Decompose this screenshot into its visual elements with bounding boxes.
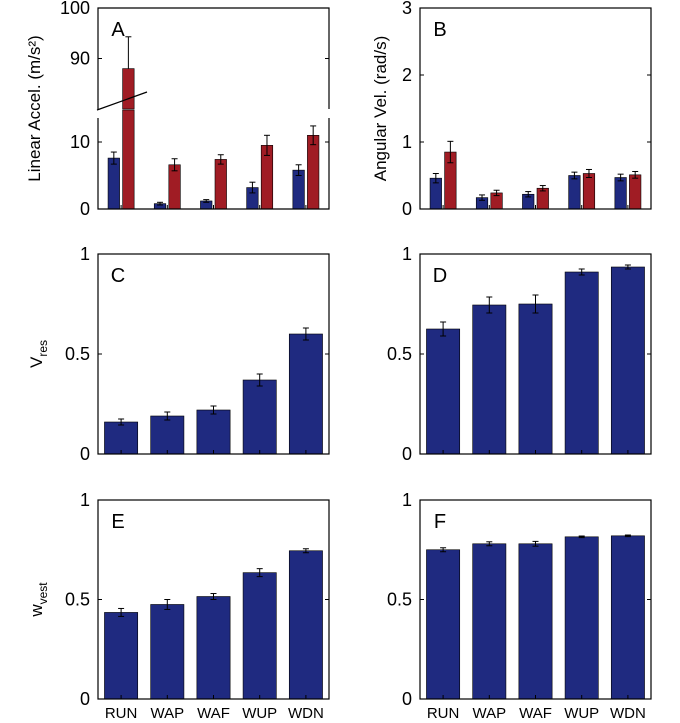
xtick-label-wdn: WDN xyxy=(288,705,324,722)
ylabel: wvest xyxy=(27,582,50,618)
bar-d-blue-wap xyxy=(472,304,507,455)
bar-c-blue-wup xyxy=(242,379,277,455)
ytick-label: 0.5 xyxy=(65,344,90,364)
xtick-label-run: RUN xyxy=(105,705,138,722)
bar-f-blue-wap xyxy=(472,543,507,700)
panel-b: 0 1 2 3 B Angular Vel. (rad/s) xyxy=(371,0,652,219)
panel-letter: F xyxy=(434,511,446,533)
bar-d-blue-wdn xyxy=(610,266,645,455)
bar-c-blue-wap xyxy=(150,415,185,455)
bar-f-blue-waf xyxy=(518,543,553,700)
ylabel-main: V xyxy=(27,356,46,368)
bar-e-blue-waf xyxy=(196,596,231,700)
xtick-label-wap: WAP xyxy=(150,705,184,722)
bar-d-blue-waf xyxy=(518,303,553,455)
xtick-label-wap: WAP xyxy=(472,705,506,722)
ytick-label: 0 xyxy=(80,444,90,464)
panel-letter: E xyxy=(111,511,124,533)
xtick-label-wup: WUP xyxy=(564,705,599,722)
ytick-label: 1 xyxy=(402,490,412,510)
bar-e-blue-wup xyxy=(242,572,277,700)
panel-letter: B xyxy=(433,19,446,41)
bar-e-blue-wap xyxy=(150,604,185,700)
xtick-label-wup: WUP xyxy=(242,705,277,722)
axis-break-mark xyxy=(96,91,148,111)
ytick-label: 0 xyxy=(402,689,412,709)
ytick-label: 1 xyxy=(80,490,90,510)
ytick-label: 0 xyxy=(80,199,90,219)
bar-f-blue-wdn xyxy=(610,535,645,700)
ytick-label: 0 xyxy=(402,199,412,219)
ytick-label: 0 xyxy=(402,444,412,464)
bar-a-red-run-lower xyxy=(122,109,135,210)
bar-b-red-wdn xyxy=(629,174,642,210)
bar-a-blue-run xyxy=(107,157,120,210)
ytick-label: 100 xyxy=(60,0,90,18)
ytick-label: 0 xyxy=(80,689,90,709)
bar-b-red-wup xyxy=(582,173,596,210)
ytick-label: 2 xyxy=(402,65,412,85)
ytick-label: 90 xyxy=(70,49,90,69)
xtick-label-waf: WAF xyxy=(197,705,230,722)
ytick-label: 3 xyxy=(402,0,412,18)
ylabel-main: w xyxy=(27,604,46,618)
ylabel-sub: vest xyxy=(36,582,50,605)
bar-f-blue-wup xyxy=(564,536,599,700)
bar-c-blue-wdn xyxy=(288,333,323,455)
bar-e-blue-wdn xyxy=(288,550,323,700)
bar-d-blue-wup xyxy=(564,271,599,455)
ytick-label: 1 xyxy=(402,132,412,152)
bar-c-blue-run xyxy=(104,421,139,455)
panel-c: 0 0.5 1 C Vres xyxy=(27,244,330,464)
bar-b-blue-wdn xyxy=(614,177,627,210)
panel-a: 0 10 90 100 A Linear Accel. (m/s²) xyxy=(25,0,330,219)
panel-letter: C xyxy=(111,265,125,287)
xtick-label-waf: WAF xyxy=(519,705,552,722)
ytick-label: 1 xyxy=(80,244,90,264)
bar-b-blue-wup xyxy=(568,175,581,210)
bar-a-red-wdn xyxy=(307,135,320,210)
bar-e-blue-run xyxy=(104,612,139,700)
ylabel-sub: res xyxy=(36,340,50,357)
ylabel: Angular Vel. (rad/s) xyxy=(371,36,390,182)
ytick-label: 10 xyxy=(70,132,90,152)
ylabel: Vres xyxy=(27,340,50,368)
ytick-label: 0.5 xyxy=(387,590,412,610)
ytick-label: 0.5 xyxy=(65,590,90,610)
xtick-label-run: RUN xyxy=(427,705,460,722)
xtick-label-wdn: WDN xyxy=(610,705,646,722)
bar-a-red-waf xyxy=(214,159,227,210)
ytick-label: 0.5 xyxy=(387,344,412,364)
bar-f-blue-run xyxy=(426,549,461,700)
panel-d: 0 0.5 1 D xyxy=(387,244,652,464)
bar-c-blue-waf xyxy=(196,409,231,455)
bar-a-red-wap xyxy=(168,164,181,210)
panel-letter: A xyxy=(111,19,125,41)
ylabel: Linear Accel. (m/s²) xyxy=(25,35,44,181)
panel-f: 0 0.5 1 RUN WAP WAF WUP WDN F xyxy=(387,490,652,722)
panel-letter: D xyxy=(433,265,447,287)
bar-a-red-run xyxy=(122,68,135,110)
bar-d-blue-run xyxy=(426,328,461,455)
ytick-label: 1 xyxy=(402,244,412,264)
